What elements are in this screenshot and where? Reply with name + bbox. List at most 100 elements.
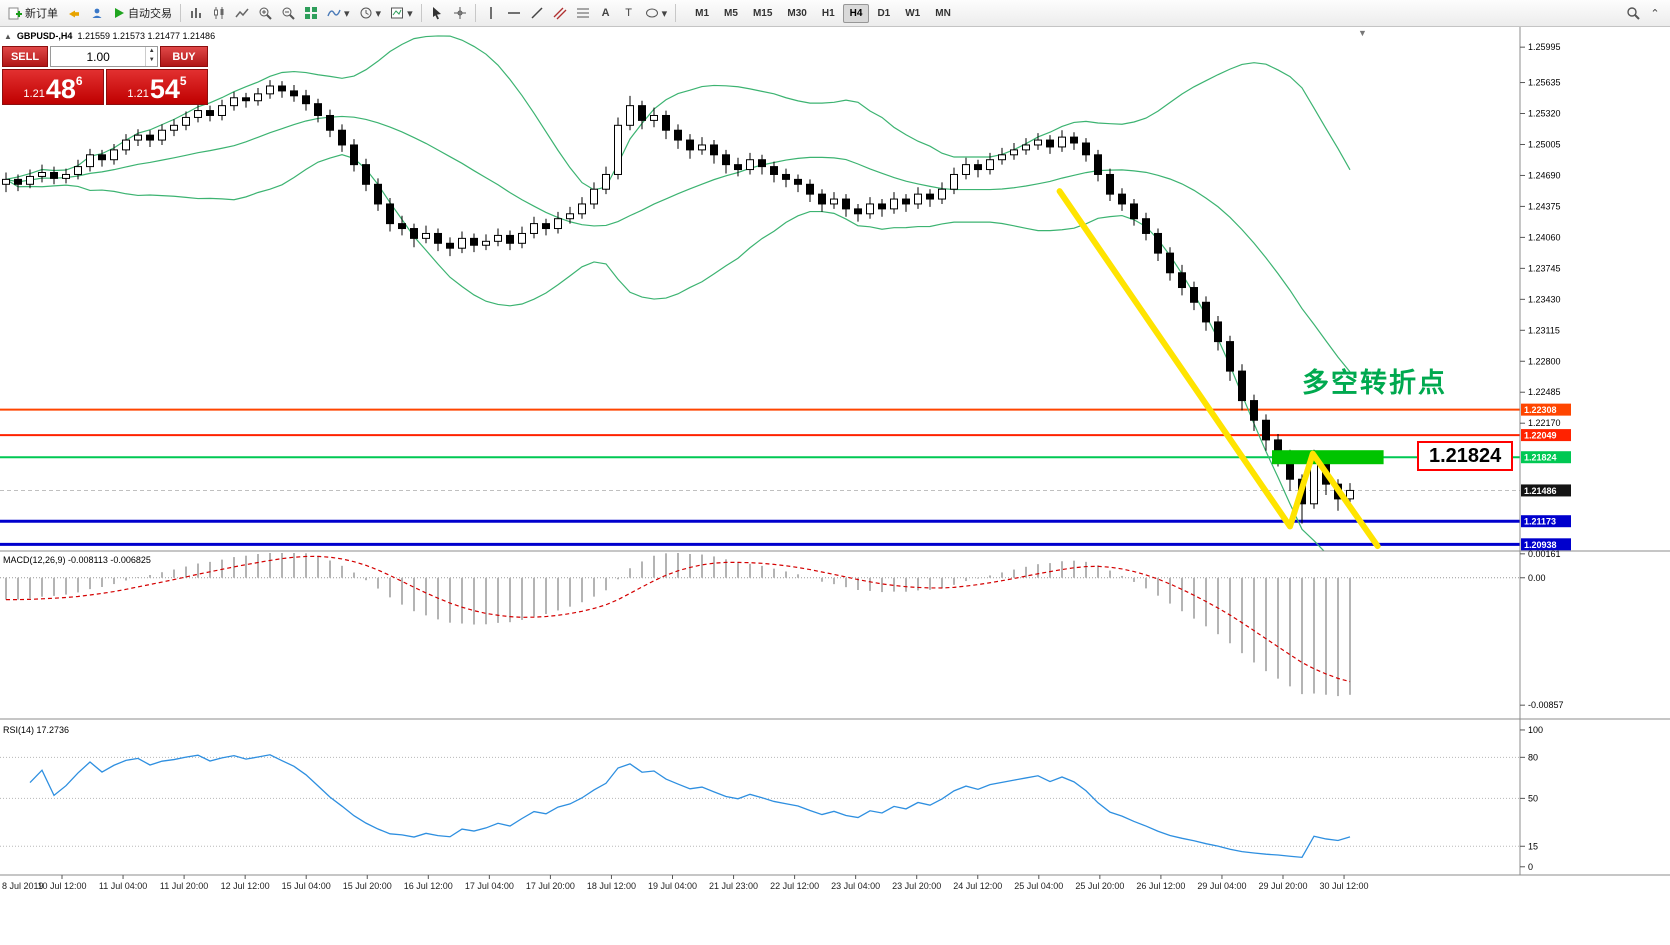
chart-window: 1.25995 1.25635 1.25320 1.25005 1.24690 1.243… bbox=[0, 27, 1670, 945]
svg-text:1.22800: 1.22800 bbox=[1528, 356, 1561, 366]
dropdown-arrow-icon: ▾ bbox=[344, 7, 350, 20]
chart-canvas[interactable]: 1.25995 1.25635 1.25320 1.25005 1.24690 1.243… bbox=[0, 27, 1670, 945]
main-price-panel[interactable] bbox=[0, 35, 1520, 574]
channel-icon bbox=[553, 6, 567, 20]
svg-text:22 Jul 12:00: 22 Jul 12:00 bbox=[770, 881, 819, 891]
line-chart-mode-button[interactable] bbox=[231, 2, 253, 24]
svg-text:30 Jul 12:00: 30 Jul 12:00 bbox=[1320, 881, 1369, 891]
svg-text:1.22049: 1.22049 bbox=[1524, 431, 1557, 441]
timeframe-D1[interactable]: D1 bbox=[870, 4, 897, 23]
svg-text:15 Jul 04:00: 15 Jul 04:00 bbox=[282, 881, 331, 891]
timeframe-H4[interactable]: H4 bbox=[842, 3, 870, 23]
fibonacci-icon bbox=[576, 6, 590, 20]
search-button[interactable] bbox=[1622, 2, 1644, 24]
svg-text:25 Jul 20:00: 25 Jul 20:00 bbox=[1075, 881, 1124, 891]
svg-text:1.20938: 1.20938 bbox=[1524, 540, 1557, 550]
volume-input[interactable] bbox=[51, 47, 146, 66]
line-chart-icon bbox=[235, 6, 249, 20]
svg-text:1.24060: 1.24060 bbox=[1528, 232, 1561, 242]
candle-chart-mode-button[interactable] bbox=[208, 2, 230, 24]
spin-down-icon[interactable]: ▼ bbox=[148, 57, 155, 63]
svg-text:1.25320: 1.25320 bbox=[1528, 109, 1561, 119]
fibonacci-tool-button[interactable] bbox=[572, 2, 594, 24]
new-order-button[interactable]: 新订单 bbox=[4, 2, 62, 24]
svg-text:12 Jul 12:00: 12 Jul 12:00 bbox=[221, 881, 270, 891]
channel-tool-button[interactable] bbox=[549, 2, 571, 24]
svg-text:1.22170: 1.22170 bbox=[1528, 418, 1561, 428]
zoom-out-button[interactable] bbox=[277, 2, 299, 24]
trend-annotation-line[interactable] bbox=[1056, 188, 1381, 550]
dropdown-arrow-icon: ▾ bbox=[375, 7, 382, 20]
label-tool-button[interactable]: T bbox=[618, 2, 640, 24]
timeframe-H1[interactable]: H1 bbox=[815, 4, 842, 23]
svg-text:23 Jul 04:00: 23 Jul 04:00 bbox=[831, 881, 880, 891]
svg-text:16 Jul 12:00: 16 Jul 12:00 bbox=[404, 881, 453, 891]
ohlc-values: 1.21559 1.21573 1.21477 1.21486 bbox=[77, 31, 216, 41]
chart-shift-marker-icon[interactable]: ▼ bbox=[1358, 28, 1367, 38]
svg-text:19 Jul 04:00: 19 Jul 04:00 bbox=[648, 881, 697, 891]
indicators-dropdown[interactable]: ▾ bbox=[323, 2, 354, 24]
periods-dropdown[interactable]: ▾ bbox=[355, 2, 386, 24]
bar-chart-icon bbox=[189, 6, 203, 20]
bar-chart-mode-button[interactable] bbox=[185, 2, 207, 24]
trendline-tool-button[interactable] bbox=[526, 2, 548, 24]
svg-text:1.25005: 1.25005 bbox=[1528, 139, 1561, 149]
svg-text:29 Jul 20:00: 29 Jul 20:00 bbox=[1258, 881, 1307, 891]
turning-point-annotation[interactable]: 多空转折点 bbox=[1302, 368, 1447, 398]
macd-signal-line bbox=[5, 555, 1351, 683]
dropdown-arrow-icon: ▾ bbox=[661, 7, 668, 20]
bid-big-figure: 48 bbox=[45, 74, 76, 104]
price-callout-label[interactable]: 1.21824 bbox=[1417, 441, 1514, 471]
svg-text:100: 100 bbox=[1528, 725, 1543, 735]
trendline-icon bbox=[530, 6, 544, 20]
spin-up-icon[interactable]: ▲ bbox=[148, 48, 155, 54]
price-axis[interactable]: 1.25995 1.25635 1.25320 1.25005 1.24690 1.243… bbox=[1520, 42, 1571, 872]
ask-price-box[interactable]: 1.21 54 5 bbox=[106, 69, 208, 105]
svg-text:26 Jul 12:00: 26 Jul 12:00 bbox=[1136, 881, 1185, 891]
support-zone-rectangle[interactable] bbox=[1272, 450, 1384, 465]
toolbar-separator bbox=[420, 4, 422, 22]
zoom-in-button[interactable] bbox=[254, 2, 276, 24]
search-icon bbox=[1626, 6, 1640, 20]
volume-spinner: ▲ ▼ bbox=[145, 47, 157, 66]
vertical-line-icon bbox=[486, 6, 496, 20]
toolbar-separator bbox=[474, 4, 476, 22]
horizontal-line-tool-button[interactable] bbox=[503, 2, 525, 24]
svg-text:25 Jul 04:00: 25 Jul 04:00 bbox=[1014, 881, 1063, 891]
svg-text:1.21824: 1.21824 bbox=[1524, 453, 1557, 463]
collapse-panel-icon[interactable]: ▲ bbox=[4, 31, 12, 41]
vertical-line-tool-button[interactable] bbox=[480, 2, 502, 24]
cursor-tool-button[interactable] bbox=[426, 2, 448, 24]
svg-text:0: 0 bbox=[1528, 862, 1533, 872]
new-order-icon bbox=[8, 6, 22, 20]
autotrade-button[interactable]: 自动交易 bbox=[109, 2, 176, 24]
templates-dropdown[interactable]: ▾ bbox=[386, 2, 417, 24]
timeframe-M15[interactable]: M15 bbox=[746, 4, 779, 23]
svg-text:-0.00857: -0.00857 bbox=[1528, 700, 1564, 710]
main-toolbar: 新订单 自动交易 ▾ ▾ ▾ A T ▾ M1 M5 M15 M30 H1 H4 D1 W1 M… bbox=[0, 0, 1670, 27]
market-watch-button[interactable] bbox=[63, 2, 85, 24]
buy-button[interactable]: BUY bbox=[160, 46, 208, 67]
timeframe-M30[interactable]: M30 bbox=[780, 4, 813, 23]
crosshair-tool-button[interactable] bbox=[449, 2, 471, 24]
tile-windows-button[interactable] bbox=[300, 2, 322, 24]
toolbar-expand-button[interactable]: ⌃ bbox=[1644, 2, 1666, 24]
dropdown-arrow-icon: ▾ bbox=[407, 7, 413, 20]
bid-pip-digit: 6 bbox=[75, 74, 83, 88]
sell-button[interactable]: SELL bbox=[2, 46, 48, 67]
timeframe-M1[interactable]: M1 bbox=[688, 4, 716, 23]
accounts-button[interactable] bbox=[86, 2, 108, 24]
text-tool-button[interactable]: A bbox=[595, 2, 617, 24]
shapes-dropdown[interactable]: ▾ bbox=[641, 2, 672, 24]
timeframe-MN[interactable]: MN bbox=[928, 4, 958, 23]
timeframe-M5[interactable]: M5 bbox=[717, 4, 745, 23]
svg-text:10 Jul 12:00: 10 Jul 12:00 bbox=[37, 881, 86, 891]
svg-text:1.21486: 1.21486 bbox=[1524, 486, 1557, 496]
svg-text:1.22308: 1.22308 bbox=[1524, 405, 1557, 415]
macd-histogram bbox=[5, 553, 1351, 697]
bid-price-box[interactable]: 1.21 48 6 bbox=[2, 69, 104, 105]
ask-prefix: 1.21 bbox=[127, 88, 149, 100]
macd-indicator-label: MACD(12,26,9) -0.008113 -0.006825 bbox=[3, 555, 151, 565]
timeframe-W1[interactable]: W1 bbox=[898, 4, 927, 23]
